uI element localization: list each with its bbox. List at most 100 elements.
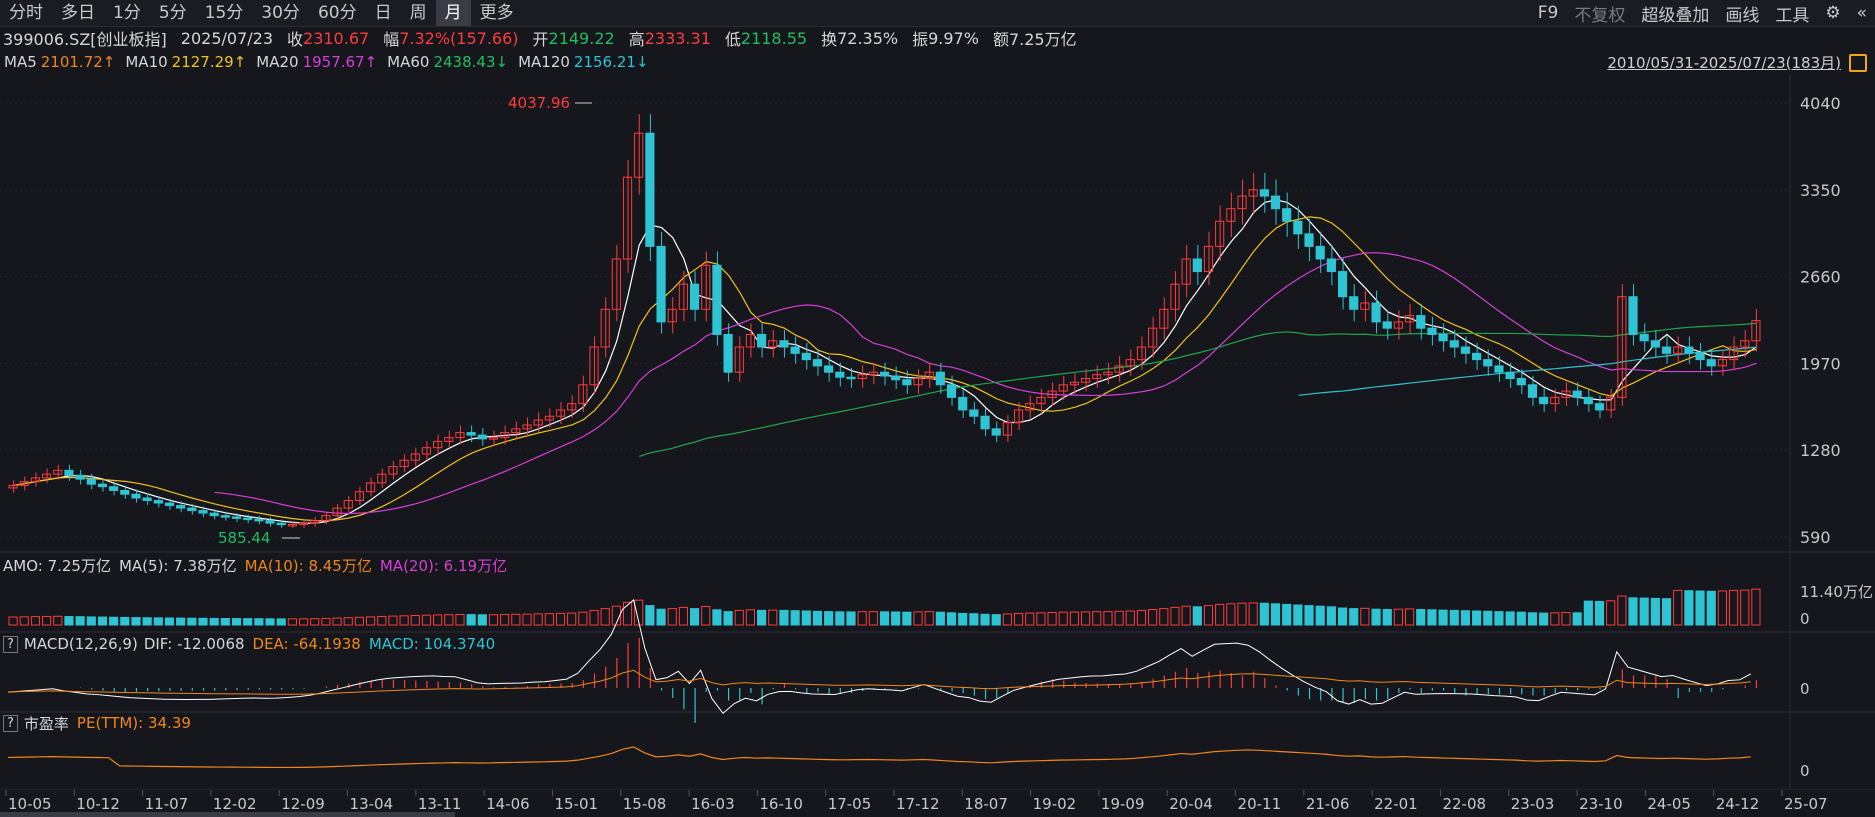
tab-6[interactable]: 60分 [317,3,357,23]
candle-body [109,486,119,491]
candle-body [1025,403,1035,411]
volume-bar [1695,590,1705,626]
tab-9[interactable]: 月 [435,0,471,26]
date-range-selector[interactable]: 2010/05/31-2025/07/23(183月) [1607,53,1841,72]
no-adjust-button[interactable]: 不复权 [1574,5,1626,26]
volume-bar [1125,610,1135,626]
candle-body [1270,195,1281,210]
volume-bar [1036,612,1046,626]
volume-bar [1617,595,1627,626]
candle-body [723,333,733,373]
volume-bar [913,611,923,626]
volume-bar [1092,611,1102,626]
volume-bar [712,609,722,626]
volume-bar [1728,589,1739,626]
candle-body [768,340,778,348]
volume-bar [533,613,543,626]
candle-body [1650,340,1660,348]
candle-body [209,512,219,517]
amo-value: AMO: 7.25万亿 [3,556,111,575]
volume-bar [589,609,599,626]
candle-body [1728,346,1739,361]
vol-ma5: MA(5): 7.38万亿 [118,556,237,575]
candle-body [1315,245,1325,260]
vol-axis-top: 11.40万亿 [1800,583,1873,601]
volume-bar [1751,588,1761,626]
candle-body [466,432,476,436]
y-tick-label: 1280 [1800,441,1841,460]
tab-8[interactable]: 周 [409,3,427,23]
tab-5[interactable]: 30分 [261,3,300,23]
volume-bar [1438,609,1448,626]
macd-axis-zero: 0 [1800,680,1810,698]
macd-dea: DEA: -64.1938 [252,635,361,653]
volume-bar [1069,611,1080,626]
volume-bar [891,611,901,626]
volume-bar [1081,611,1091,626]
candle-body [1092,374,1102,379]
tab-7[interactable]: 日 [374,3,392,23]
amplitude-label: 振 [912,30,929,49]
volume-bar [377,615,387,626]
ma10-label: MA10 [125,53,168,71]
tab-1[interactable]: 多日 [61,3,95,23]
tab-10[interactable]: 更多 [479,3,514,23]
volume-bar [477,614,487,626]
volume-bar [678,606,688,626]
help-icon[interactable]: ? [3,635,18,653]
collapse-icon[interactable]: « [1856,3,1867,23]
kline-chart: 590 1280 1970 2660 3350 4040 4037.96 585.44 11… [0,74,1875,817]
draw-button[interactable]: 画线 [1725,5,1760,26]
candle-body [511,428,521,434]
volume-bar [209,617,219,626]
volume-bar [857,611,867,626]
volume-bar [19,616,29,626]
macd-header: ? MACD(12,26,9) DIF: -12.0068 DEA: -64.1… [0,633,1875,655]
volume-bar [1047,612,1057,626]
tab-2[interactable]: 1分 [113,3,141,23]
period-toolbar: 分时 多日 1分 5分 15分 30分 60分日周月更多 F9 不复权 超级叠加 画线 工具… [0,0,1875,27]
help-icon[interactable]: ? [3,714,18,732]
candle-body [1192,258,1202,273]
volume-bar [1404,608,1415,626]
volume-bar [1472,610,1482,626]
volume-bar [1103,611,1113,626]
tab-0[interactable]: 分时 [9,3,43,23]
candle-body [1550,396,1560,405]
candle-body [1237,195,1247,210]
candle-body [176,505,186,509]
tab-3[interactable]: 5分 [158,3,187,23]
volume-bar [1516,611,1526,626]
index-code: 399006.SZ[创业板指] [3,30,167,49]
candle-body [1483,359,1493,367]
f9-button[interactable]: F9 [1537,3,1559,23]
volume-bar [578,611,588,626]
candle-body [1203,245,1214,273]
x-tick-label: 22-01 [1374,795,1418,813]
gear-icon[interactable]: ⚙ [1825,3,1841,23]
ma5-value: 2101.72↑ [40,53,116,71]
volume-bar [935,611,945,626]
lock-icon[interactable] [1849,54,1867,72]
candle-body [1516,377,1526,386]
close-value: 2310.67 [303,28,370,48]
candle-body [1248,189,1258,197]
volume-bar [622,601,633,626]
candle-body [276,522,286,526]
x-tick-label: 17-05 [828,795,872,813]
volume-bar [1684,590,1694,626]
high-value: 2333.31 [644,28,711,48]
volume-bar [176,617,186,626]
close-label: 收 [287,30,304,49]
candle-body [1505,371,1515,379]
x-tick-label: 19-09 [1101,795,1145,813]
overlay-button[interactable]: 超级叠加 [1641,5,1710,26]
tools-button[interactable]: 工具 [1775,5,1810,26]
volume-bar [790,610,800,626]
candle-body [1449,340,1459,348]
volume-bar [287,618,297,626]
tab-4[interactable]: 15分 [204,3,244,23]
candle-body [578,384,588,405]
volume-bar [1192,606,1202,626]
volume-bar [879,611,890,626]
